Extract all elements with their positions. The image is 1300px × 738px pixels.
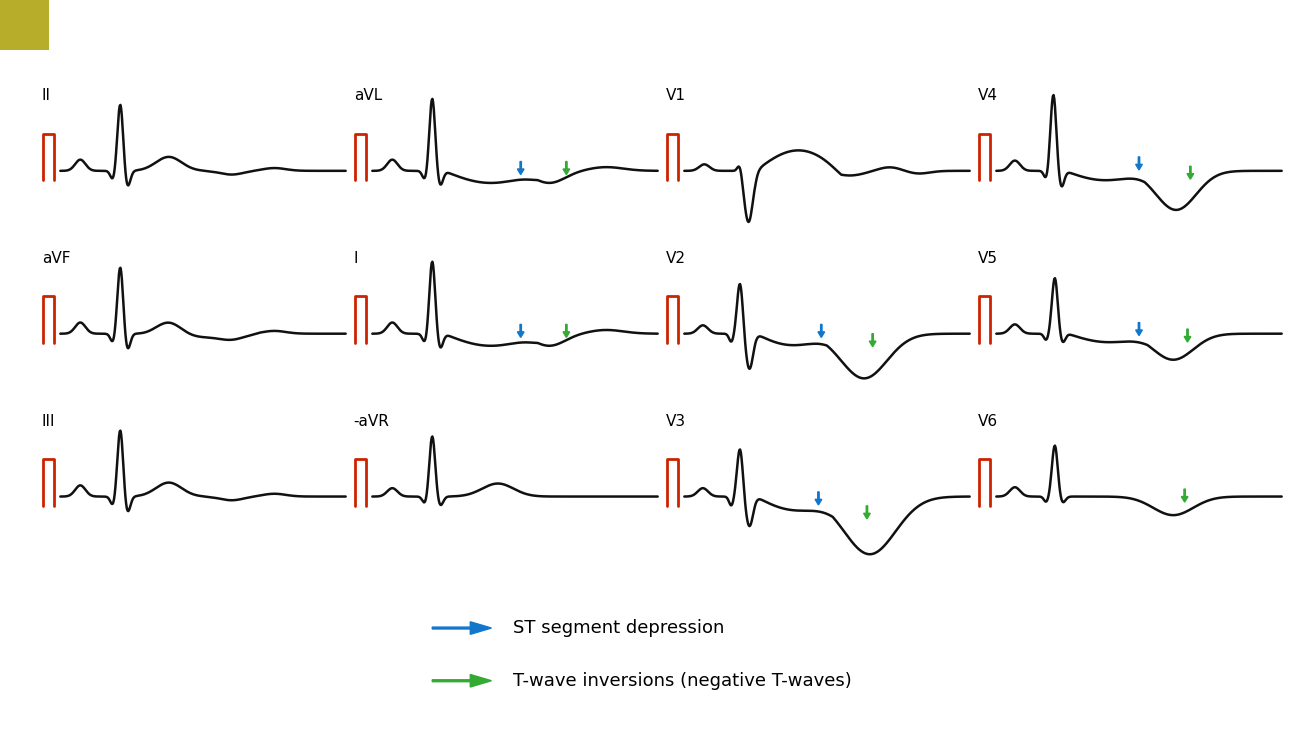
FancyArrow shape [1187, 166, 1193, 179]
FancyArrow shape [563, 325, 569, 337]
FancyArrow shape [517, 325, 524, 337]
FancyArrow shape [517, 162, 524, 175]
Text: V3: V3 [666, 414, 686, 429]
Text: V5: V5 [978, 251, 997, 266]
Text: V2: V2 [666, 251, 685, 266]
Text: ST segment depression: ST segment depression [512, 619, 724, 637]
Text: V4: V4 [978, 88, 997, 103]
FancyArrow shape [863, 506, 870, 519]
Text: V1: V1 [666, 88, 685, 103]
FancyArrow shape [870, 334, 876, 347]
Text: aVF: aVF [42, 251, 70, 266]
FancyArrow shape [1184, 329, 1191, 342]
FancyArrow shape [432, 675, 491, 687]
FancyArrow shape [432, 621, 491, 635]
Text: -aVR: -aVR [354, 414, 390, 429]
Text: III: III [42, 414, 55, 429]
FancyArrow shape [1136, 157, 1143, 170]
FancyArrow shape [815, 492, 822, 505]
FancyArrow shape [818, 325, 824, 337]
Text: I: I [354, 251, 359, 266]
Text: T-wave inversions (negative T-waves): T-wave inversions (negative T-waves) [512, 672, 852, 690]
Text: aVL: aVL [354, 88, 382, 103]
Bar [0, 0, 49, 50]
FancyArrow shape [1182, 489, 1188, 502]
Text: II: II [42, 88, 51, 103]
Text: NSTEMI: NSTEMI [60, 15, 155, 35]
Text: V6: V6 [978, 414, 998, 429]
FancyArrow shape [1136, 323, 1143, 336]
FancyArrow shape [563, 162, 569, 175]
